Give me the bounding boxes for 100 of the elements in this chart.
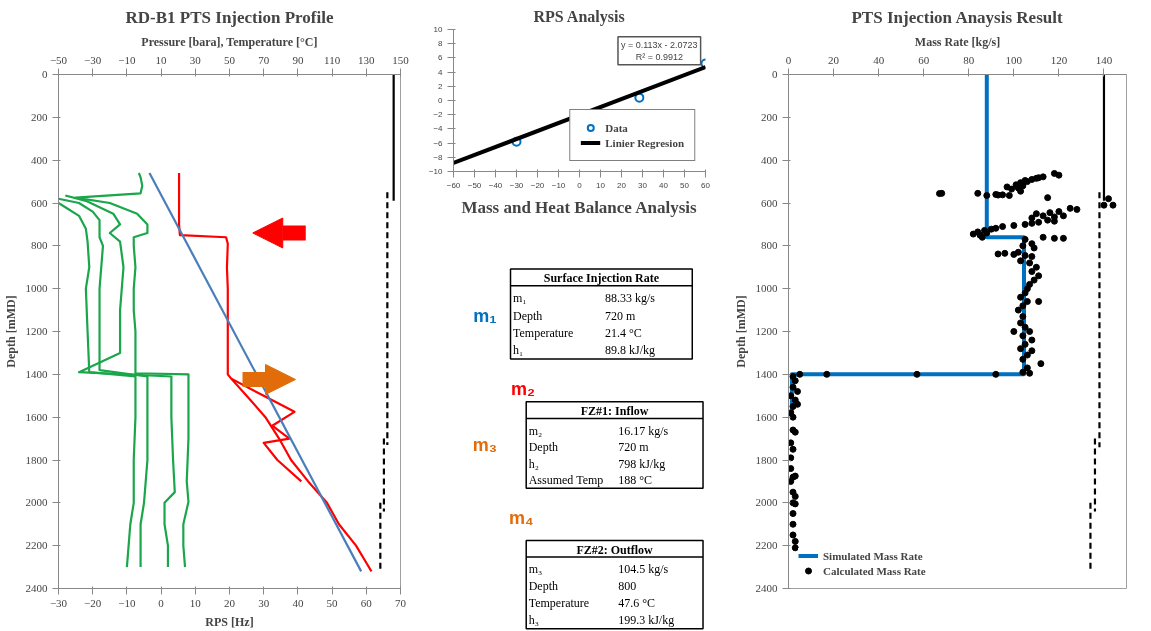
legend-label: Data (605, 121, 628, 134)
y-tick-label: −10 (428, 167, 444, 176)
x-tick-label: 40 (292, 596, 304, 609)
text: Depth (512, 308, 543, 323)
y-tick-label: 1200 (25, 325, 48, 337)
x-axis-title: Mass Rate [kg/s] (914, 34, 1001, 49)
text: 798 kJ/kg (618, 456, 666, 471)
x-tick-label: 0 (785, 53, 792, 66)
y-tick-label: 0 (42, 68, 48, 80)
text: FZ#2: Outflow (576, 542, 654, 557)
text: 21.4 °C (605, 325, 642, 340)
x-tick-label: −10 (118, 596, 136, 609)
x-tick-label: 0 (577, 180, 583, 190)
y-tick-label: 800 (31, 239, 48, 252)
text: m₁ (473, 306, 497, 327)
y-tick-label: 1600 (755, 410, 778, 423)
y-tick-label: 4 (438, 67, 444, 77)
text: Depth (528, 579, 559, 594)
y-tick-label: 0 (438, 96, 444, 105)
x2-tick-label: 150 (392, 53, 410, 66)
y-tick-label: 1400 (25, 367, 48, 380)
text: 104.5 kg/s (618, 562, 669, 577)
text: 88.33 kg/s (605, 291, 656, 306)
x2-tick-label: 130 (358, 53, 376, 66)
x2-axis-title: Pressure [bara], Temperature [°C] (141, 34, 318, 49)
x-tick-label: −20 (84, 596, 102, 609)
y-tick-label: −2 (433, 110, 444, 120)
y-tick-label: 1200 (755, 325, 778, 337)
y-axis-title: Depth [mMD] (733, 295, 748, 368)
x-tick-label: −50 (467, 180, 482, 190)
chart-title: PTS Injection Anaysis Result (851, 7, 1063, 27)
x2-tick-label: 90 (292, 53, 304, 66)
legend-label: Simulated Mass Rate (823, 549, 923, 562)
y-tick-label: 10 (433, 25, 444, 34)
y-tick-label: 2000 (25, 496, 48, 509)
y-tick-label: 2200 (25, 539, 48, 552)
text: m₂ (528, 423, 543, 438)
y-tick-label: 8 (438, 39, 444, 49)
text: Assumed Temp (528, 473, 604, 488)
text: Surface Injection Rate (543, 271, 660, 286)
y-tick-label: 0 (772, 68, 778, 80)
y-tick-label: 2400 (25, 582, 48, 594)
y-tick-label: 1000 (755, 282, 778, 295)
y-tick-label: 600 (761, 196, 778, 209)
x-tick-label: 50 (326, 596, 339, 609)
legend-label: Linier Regresion (605, 136, 684, 149)
x-tick-label: 60 (918, 53, 930, 66)
y-tick-label: 400 (31, 153, 48, 166)
text: Mass and Heat Balance Analysis (461, 197, 698, 217)
x-tick-label: 50 (680, 180, 690, 190)
x-tick-label: −30 (509, 180, 524, 190)
text: 188 °C (618, 473, 652, 488)
x-tick-label: 80 (963, 53, 975, 66)
text: m₃ (472, 434, 498, 455)
y-tick-label: 1800 (755, 453, 778, 466)
y-tick-label: 1600 (25, 410, 48, 423)
y-tick-label: −8 (433, 152, 444, 162)
x-tick-label: 30 (638, 180, 648, 190)
y-tick-label: 2000 (755, 496, 778, 509)
text: FZ#1: Inflow (580, 404, 649, 419)
x-tick-label: −40 (488, 180, 503, 190)
text: 47.6 °C (618, 596, 655, 611)
text: m₃ (528, 562, 543, 577)
x-tick-label: 20 (828, 53, 840, 66)
y-tick-label: 2 (438, 81, 444, 91)
y-axis-title: Depth [mMD] (3, 295, 18, 368)
text: 720 m (618, 440, 650, 455)
legend-label: Calculated Mass Rate (823, 564, 926, 577)
x-tick-label: −60 (446, 180, 461, 190)
text: 89.8 kJ/kg (605, 343, 656, 358)
x-tick-label: 10 (596, 180, 606, 190)
chart-title: RD-B1 PTS Injection Profile (125, 7, 334, 27)
y-tick-label: 1000 (25, 282, 48, 295)
text: Temperature (512, 325, 574, 340)
y-tick-label: 200 (761, 110, 778, 123)
text: m₁ (512, 291, 527, 306)
y-tick-label: 1400 (755, 367, 778, 380)
text: Depth (528, 440, 559, 455)
y-tick-label: 1800 (25, 453, 48, 466)
y-tick-label: 800 (761, 239, 778, 252)
y-tick-label: 2400 (755, 582, 778, 594)
x-tick-label: 40 (659, 180, 669, 190)
x-axis-title: RPS [Hz] (205, 614, 254, 629)
x-tick-label: 20 (224, 596, 236, 609)
x2-tick-label: 110 (324, 53, 341, 66)
text: h₁ (512, 343, 524, 358)
text: 16.17 kg/s (618, 423, 669, 438)
x-tick-label: 70 (395, 596, 407, 609)
text: m₄ (508, 508, 534, 529)
y-tick-label: 6 (438, 53, 444, 63)
x-tick-label: 60 (701, 180, 711, 190)
y-tick-label: −4 (433, 124, 444, 134)
x-tick-label: 140 (1095, 53, 1113, 66)
x-tick-label: −30 (49, 596, 68, 609)
text: m₂ (510, 378, 535, 399)
y-tick-label: 2200 (755, 539, 778, 552)
text: Temperature (528, 596, 590, 611)
x-tick-label: 120 (1050, 53, 1068, 66)
x-tick-label: 10 (189, 596, 202, 609)
x-tick-label: 30 (258, 596, 270, 609)
